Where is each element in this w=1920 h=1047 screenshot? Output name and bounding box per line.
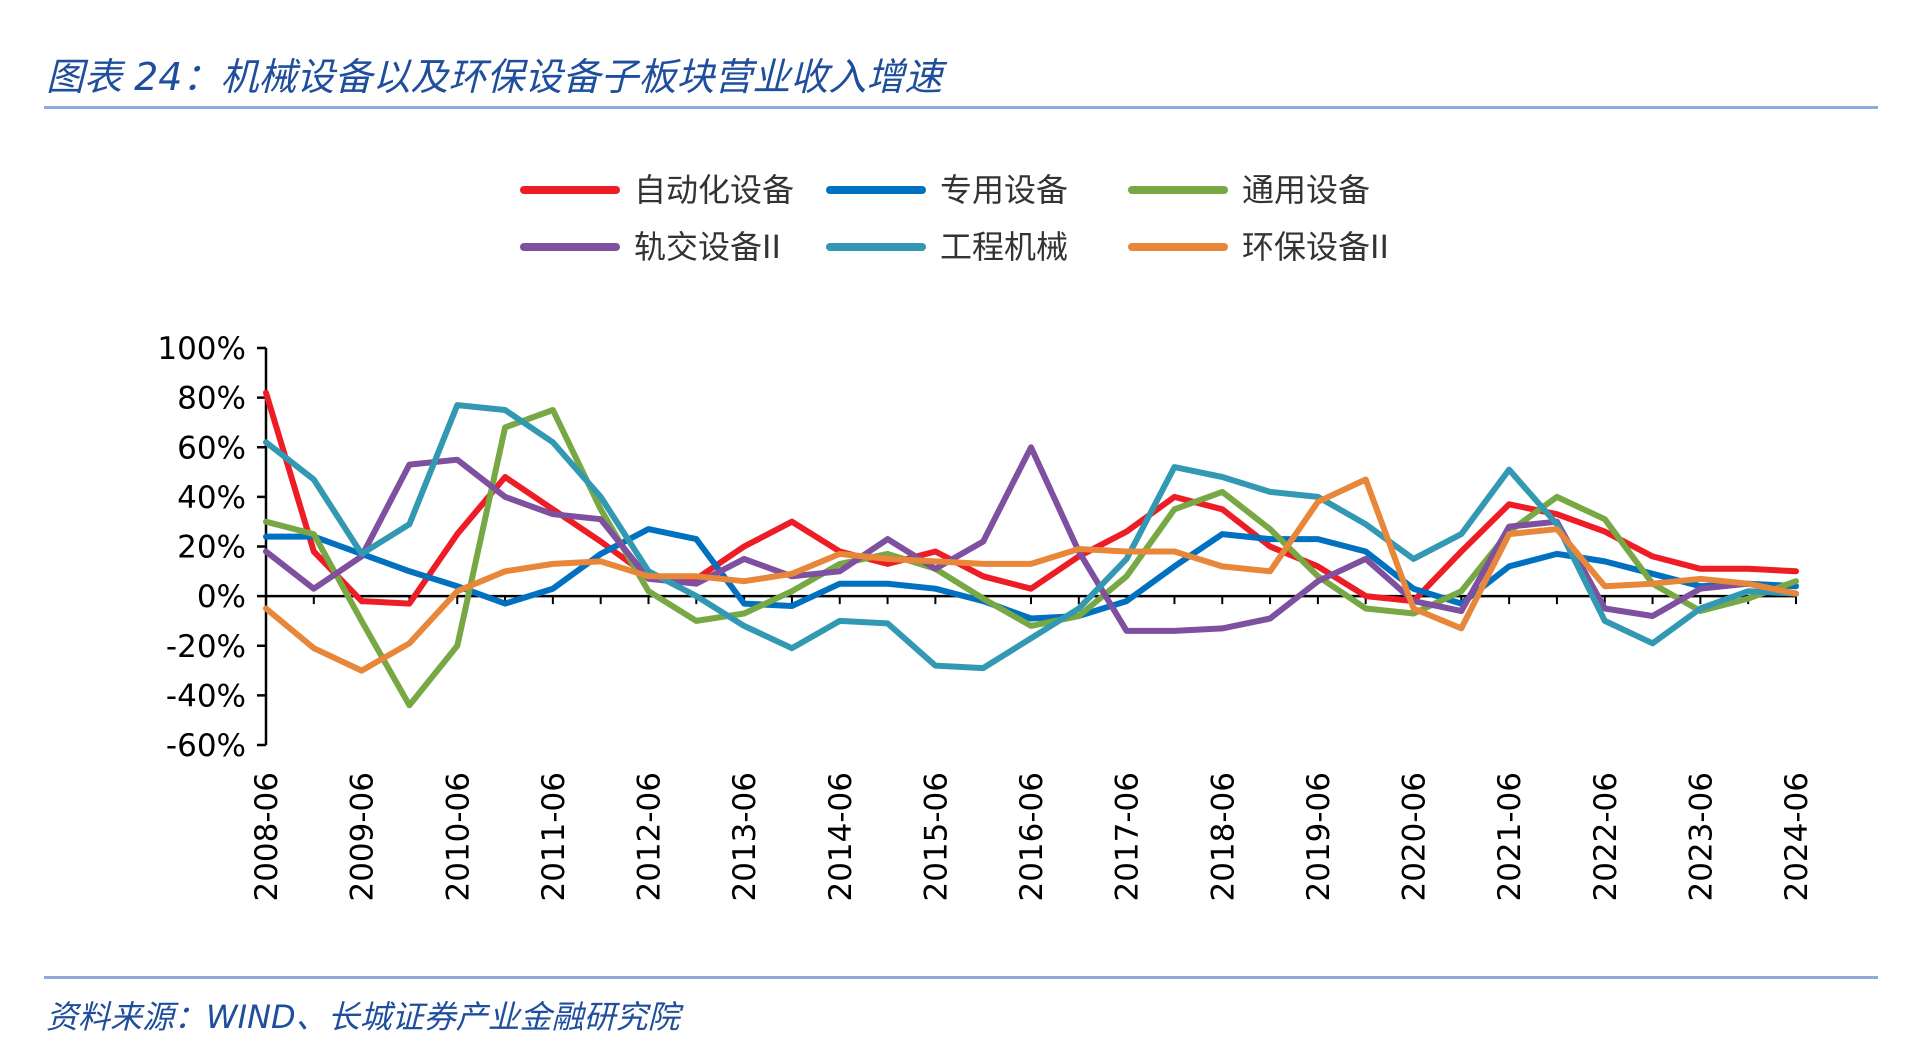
- legend-label: 自动化设备: [634, 171, 794, 209]
- legend-label: 环保设备II: [1242, 228, 1389, 266]
- y-tick-label: 40%: [177, 480, 246, 516]
- x-tick-label: 2016-06: [1014, 772, 1050, 902]
- legend-label: 专用设备: [940, 171, 1068, 209]
- y-tick-label: 100%: [157, 331, 246, 367]
- x-tick-label: 2017-06: [1110, 772, 1146, 902]
- x-tick-label: 2010-06: [440, 772, 476, 902]
- y-tick-label: 0%: [197, 579, 246, 615]
- x-tick-label: 2014-06: [823, 772, 859, 902]
- y-tick-label: -60%: [166, 728, 246, 764]
- figure-source: 资料来源：WIND、长城证券产业金融研究院: [46, 998, 680, 1036]
- x-tick-label: 2011-06: [536, 772, 572, 902]
- y-tick-label: 20%: [177, 530, 246, 566]
- series-line-6: [263, 476, 1799, 674]
- legend-label: 通用设备: [1242, 171, 1370, 209]
- x-tick-label: 2012-06: [632, 772, 668, 902]
- x-tick-label: 2023-06: [1683, 772, 1719, 902]
- chart-axes: 100% 80% 60% 40% 20% 0% -20% -40% -60%2008-06 200…: [157, 331, 1815, 902]
- x-tick-label: 2021-06: [1492, 772, 1528, 902]
- x-tick-label: 2008-06: [249, 772, 285, 902]
- legend-label: 工程机械: [940, 228, 1068, 266]
- x-tick-label: 2013-06: [727, 772, 763, 902]
- source-divider: [44, 976, 1878, 979]
- series-line-4: [263, 444, 1799, 634]
- y-tick-label: -20%: [166, 629, 246, 665]
- y-tick-label: 80%: [177, 381, 246, 417]
- chart-series: [263, 389, 1799, 709]
- x-tick-label: 2019-06: [1301, 772, 1337, 902]
- title-divider: [44, 106, 1878, 109]
- x-tick-label: 2020-06: [1397, 772, 1433, 902]
- x-tick-label: 2015-06: [918, 772, 954, 902]
- x-tick-label: 2022-06: [1588, 772, 1624, 902]
- series-line-5: [263, 402, 1799, 672]
- y-tick-label: 60%: [177, 430, 246, 466]
- x-tick-label: 2018-06: [1205, 772, 1241, 902]
- legend-label: 轨交设备II: [634, 228, 781, 266]
- y-tick-label: -40%: [166, 678, 246, 714]
- figure-title: 图表 24：机械设备以及环保设备子板块营业收入增速: [46, 55, 943, 99]
- x-tick-label: 2009-06: [345, 772, 381, 902]
- series-line-2: [263, 526, 1799, 622]
- x-tick-label: 2024-06: [1779, 772, 1815, 902]
